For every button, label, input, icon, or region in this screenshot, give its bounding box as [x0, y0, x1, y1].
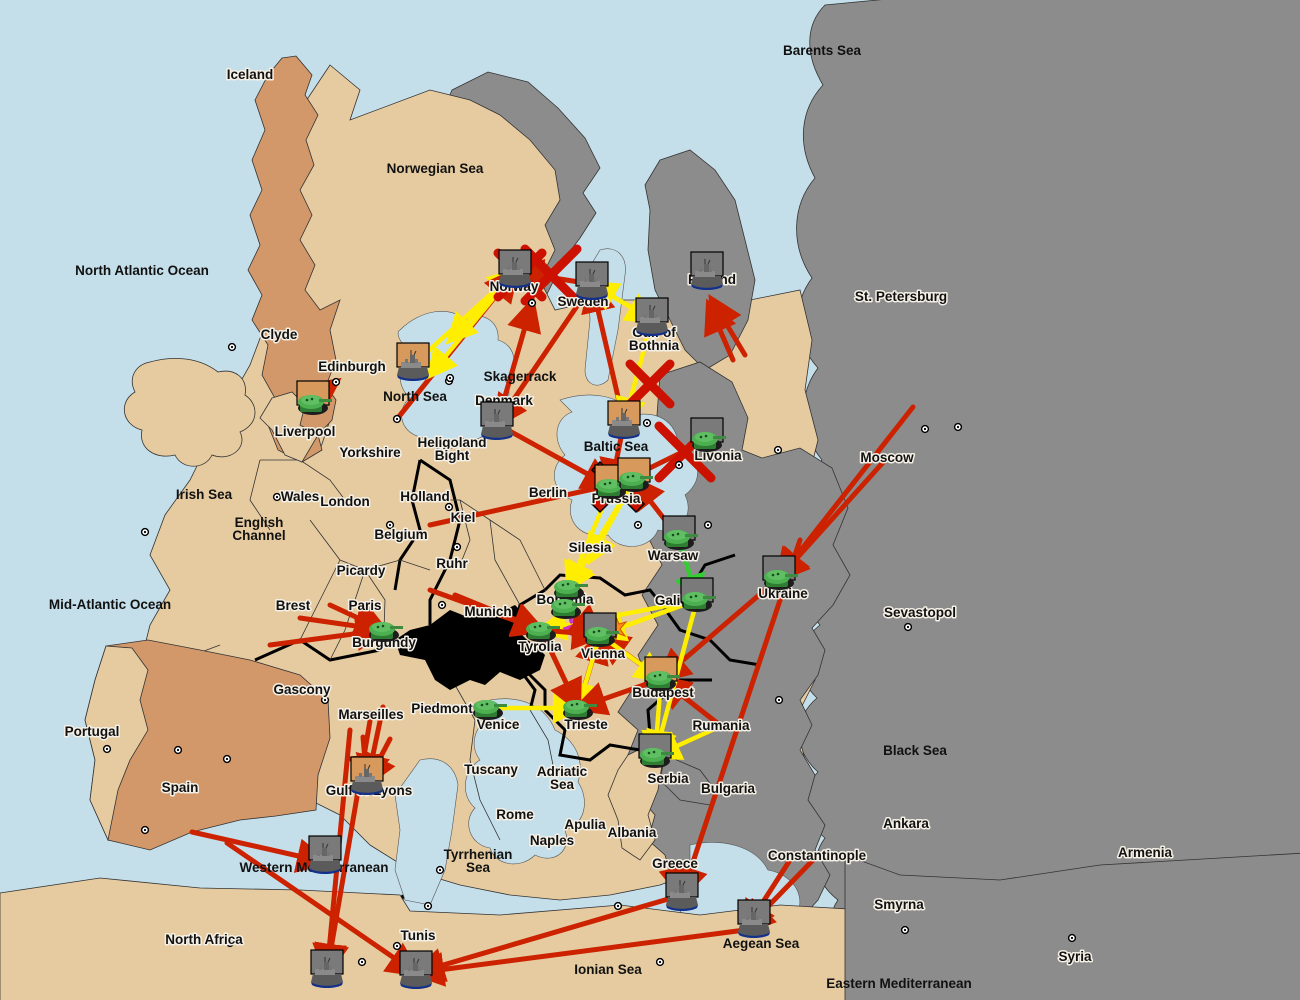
svg-text:Iceland: Iceland — [227, 67, 274, 82]
svg-text:Wales: Wales — [281, 489, 320, 504]
svg-text:St. Petersburg: St. Petersburg — [855, 289, 947, 304]
svg-text:Holland: Holland — [400, 489, 450, 504]
svg-text:Trieste: Trieste — [564, 717, 608, 732]
svg-text:Edinburgh: Edinburgh — [318, 359, 386, 374]
svg-text:Smyrna: Smyrna — [874, 897, 924, 912]
svg-text:Rumania: Rumania — [692, 718, 750, 733]
svg-text:Munich: Munich — [464, 604, 511, 619]
svg-text:Ruhr: Ruhr — [436, 556, 468, 571]
svg-text:Warsaw: Warsaw — [648, 548, 699, 563]
svg-text:North Africa: North Africa — [165, 932, 243, 947]
svg-text:Naples: Naples — [530, 833, 574, 848]
svg-text:Liverpool: Liverpool — [275, 424, 336, 439]
svg-text:Spain: Spain — [162, 780, 199, 795]
svg-text:Barents Sea: Barents Sea — [783, 43, 862, 58]
svg-text:Kiel: Kiel — [451, 510, 476, 525]
svg-text:Ionian Sea: Ionian Sea — [574, 962, 642, 977]
svg-text:Piedmont: Piedmont — [411, 701, 473, 716]
svg-text:Moscow: Moscow — [860, 450, 914, 465]
svg-text:Portugal: Portugal — [65, 724, 120, 739]
svg-text:Picardy: Picardy — [337, 563, 386, 578]
svg-text:Berlin: Berlin — [529, 485, 567, 500]
svg-text:Yorkshire: Yorkshire — [339, 445, 401, 460]
svg-text:Gascony: Gascony — [273, 682, 331, 697]
svg-text:Greece: Greece — [652, 856, 698, 871]
svg-text:Brest: Brest — [276, 598, 311, 613]
svg-text:Vienna: Vienna — [581, 646, 626, 661]
svg-text:Silesia: Silesia — [569, 540, 612, 555]
svg-text:Rome: Rome — [496, 807, 534, 822]
svg-text:Marseilles: Marseilles — [338, 707, 403, 722]
svg-text:Norwegian Sea: Norwegian Sea — [387, 161, 484, 176]
svg-text:North Sea: North Sea — [383, 389, 447, 404]
svg-text:Tuscany: Tuscany — [464, 762, 518, 777]
svg-text:Mid-Atlantic Ocean: Mid-Atlantic Ocean — [49, 597, 171, 612]
svg-text:Ankara: Ankara — [883, 816, 929, 831]
svg-text:Aegean Sea: Aegean Sea — [723, 936, 800, 951]
svg-text:Tunis: Tunis — [401, 928, 436, 943]
svg-text:Skagerrack: Skagerrack — [484, 369, 557, 384]
svg-text:Constantinople: Constantinople — [768, 848, 867, 863]
svg-text:Albania: Albania — [608, 825, 657, 840]
svg-text:Serbia: Serbia — [647, 771, 689, 786]
svg-text:Paris: Paris — [348, 598, 381, 613]
svg-text:Armenia: Armenia — [1118, 845, 1173, 860]
svg-text:Black Sea: Black Sea — [883, 743, 947, 758]
svg-text:North Atlantic Ocean: North Atlantic Ocean — [75, 263, 209, 278]
svg-text:Syria: Syria — [1058, 949, 1092, 964]
svg-text:Bulgaria: Bulgaria — [701, 781, 756, 796]
svg-text:London: London — [320, 494, 369, 509]
svg-text:Apulia: Apulia — [564, 817, 606, 832]
svg-text:Sevastopol: Sevastopol — [884, 605, 956, 620]
svg-text:Clyde: Clyde — [261, 327, 298, 342]
svg-text:Baltic Sea: Baltic Sea — [584, 439, 649, 454]
svg-text:Eastern Mediterranean: Eastern Mediterranean — [826, 976, 972, 991]
svg-text:Belgium: Belgium — [374, 527, 427, 542]
svg-text:Irish Sea: Irish Sea — [176, 487, 233, 502]
